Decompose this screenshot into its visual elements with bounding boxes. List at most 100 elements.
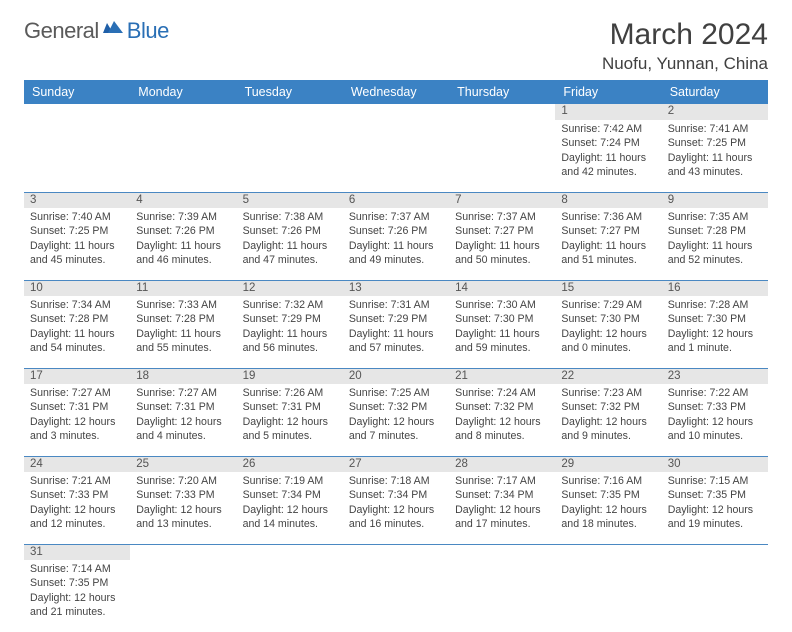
day-daylight: Daylight: 11 hours and 43 minutes. bbox=[668, 151, 762, 180]
day-daylight: Daylight: 12 hours and 17 minutes. bbox=[455, 503, 549, 532]
day-sunset: Sunset: 7:29 PM bbox=[243, 312, 337, 326]
day-number: 4 bbox=[130, 193, 236, 207]
day-number: 30 bbox=[662, 457, 768, 471]
header: General Blue March 2024 Nuofu, Yunnan, C… bbox=[24, 18, 768, 74]
day-sunrise: Sunrise: 7:22 AM bbox=[668, 386, 762, 400]
day-body-cell: Sunrise: 7:37 AMSunset: 7:26 PMDaylight:… bbox=[343, 208, 449, 280]
day-daylight: Daylight: 12 hours and 19 minutes. bbox=[668, 503, 762, 532]
day-body-cell: Sunrise: 7:18 AMSunset: 7:34 PMDaylight:… bbox=[343, 472, 449, 544]
day-number-cell: 19 bbox=[237, 368, 343, 384]
day-body-cell bbox=[449, 120, 555, 192]
day-number-cell: 12 bbox=[237, 280, 343, 296]
day-daylight: Daylight: 12 hours and 10 minutes. bbox=[668, 415, 762, 444]
day-sunrise: Sunrise: 7:37 AM bbox=[455, 210, 549, 224]
day-body-cell: Sunrise: 7:23 AMSunset: 7:32 PMDaylight:… bbox=[555, 384, 661, 456]
day-number: 6 bbox=[343, 193, 449, 207]
day-number-cell: 31 bbox=[24, 544, 130, 560]
day-body-cell: Sunrise: 7:24 AMSunset: 7:32 PMDaylight:… bbox=[449, 384, 555, 456]
day-body-cell: Sunrise: 7:32 AMSunset: 7:29 PMDaylight:… bbox=[237, 296, 343, 368]
calendar-header-row: SundayMondayTuesdayWednesdayThursdayFrid… bbox=[24, 80, 768, 104]
day-body-cell bbox=[449, 560, 555, 632]
day-sunrise: Sunrise: 7:20 AM bbox=[136, 474, 230, 488]
day-sunset: Sunset: 7:30 PM bbox=[561, 312, 655, 326]
day-number-cell: 11 bbox=[130, 280, 236, 296]
day-sunset: Sunset: 7:34 PM bbox=[349, 488, 443, 502]
day-sunset: Sunset: 7:31 PM bbox=[243, 400, 337, 414]
day-number-cell: 3 bbox=[24, 192, 130, 208]
day-daylight: Daylight: 12 hours and 13 minutes. bbox=[136, 503, 230, 532]
day-body-cell: Sunrise: 7:29 AMSunset: 7:30 PMDaylight:… bbox=[555, 296, 661, 368]
day-number: 18 bbox=[130, 369, 236, 383]
weekday-header: Saturday bbox=[662, 80, 768, 104]
day-number-cell: 30 bbox=[662, 456, 768, 472]
day-sunset: Sunset: 7:31 PM bbox=[30, 400, 124, 414]
day-body-cell bbox=[555, 560, 661, 632]
day-number: 14 bbox=[449, 281, 555, 295]
day-daylight: Daylight: 11 hours and 56 minutes. bbox=[243, 327, 337, 356]
day-number-cell: 1 bbox=[555, 104, 661, 120]
day-number-cell: 28 bbox=[449, 456, 555, 472]
page-title: March 2024 bbox=[602, 18, 768, 52]
day-body-cell: Sunrise: 7:41 AMSunset: 7:25 PMDaylight:… bbox=[662, 120, 768, 192]
day-sunrise: Sunrise: 7:35 AM bbox=[668, 210, 762, 224]
day-daylight: Daylight: 12 hours and 8 minutes. bbox=[455, 415, 549, 444]
day-sunrise: Sunrise: 7:29 AM bbox=[561, 298, 655, 312]
day-sunset: Sunset: 7:26 PM bbox=[243, 224, 337, 238]
day-number-cell bbox=[24, 104, 130, 120]
day-sunset: Sunset: 7:33 PM bbox=[136, 488, 230, 502]
day-body-cell: Sunrise: 7:38 AMSunset: 7:26 PMDaylight:… bbox=[237, 208, 343, 280]
day-sunrise: Sunrise: 7:37 AM bbox=[349, 210, 443, 224]
day-body-cell: Sunrise: 7:33 AMSunset: 7:28 PMDaylight:… bbox=[130, 296, 236, 368]
day-body-cell: Sunrise: 7:27 AMSunset: 7:31 PMDaylight:… bbox=[130, 384, 236, 456]
day-sunrise: Sunrise: 7:25 AM bbox=[349, 386, 443, 400]
day-sunrise: Sunrise: 7:27 AM bbox=[136, 386, 230, 400]
day-number-cell: 2 bbox=[662, 104, 768, 120]
day-sunrise: Sunrise: 7:28 AM bbox=[668, 298, 762, 312]
day-body-cell bbox=[237, 560, 343, 632]
day-sunset: Sunset: 7:33 PM bbox=[30, 488, 124, 502]
day-sunset: Sunset: 7:25 PM bbox=[30, 224, 124, 238]
day-daylight: Daylight: 12 hours and 7 minutes. bbox=[349, 415, 443, 444]
day-sunset: Sunset: 7:26 PM bbox=[349, 224, 443, 238]
day-number-cell: 21 bbox=[449, 368, 555, 384]
day-sunrise: Sunrise: 7:19 AM bbox=[243, 474, 337, 488]
day-daylight: Daylight: 11 hours and 57 minutes. bbox=[349, 327, 443, 356]
day-number-cell: 22 bbox=[555, 368, 661, 384]
weekday-header: Tuesday bbox=[237, 80, 343, 104]
day-sunrise: Sunrise: 7:15 AM bbox=[668, 474, 762, 488]
day-number-cell: 29 bbox=[555, 456, 661, 472]
day-body-cell: Sunrise: 7:14 AMSunset: 7:35 PMDaylight:… bbox=[24, 560, 130, 632]
day-number-cell bbox=[237, 104, 343, 120]
day-number-cell: 17 bbox=[24, 368, 130, 384]
day-sunset: Sunset: 7:28 PM bbox=[30, 312, 124, 326]
day-number-cell bbox=[555, 544, 661, 560]
day-sunset: Sunset: 7:35 PM bbox=[30, 576, 124, 590]
day-number-cell: 4 bbox=[130, 192, 236, 208]
day-daylight: Daylight: 11 hours and 47 minutes. bbox=[243, 239, 337, 268]
day-number: 15 bbox=[555, 281, 661, 295]
day-number: 27 bbox=[343, 457, 449, 471]
day-daylight: Daylight: 12 hours and 3 minutes. bbox=[30, 415, 124, 444]
day-sunrise: Sunrise: 7:17 AM bbox=[455, 474, 549, 488]
day-sunrise: Sunrise: 7:14 AM bbox=[30, 562, 124, 576]
day-daylight: Daylight: 11 hours and 54 minutes. bbox=[30, 327, 124, 356]
day-number-cell: 13 bbox=[343, 280, 449, 296]
day-body-cell: Sunrise: 7:26 AMSunset: 7:31 PMDaylight:… bbox=[237, 384, 343, 456]
day-sunset: Sunset: 7:32 PM bbox=[455, 400, 549, 414]
day-daylight: Daylight: 12 hours and 12 minutes. bbox=[30, 503, 124, 532]
day-number: 17 bbox=[24, 369, 130, 383]
day-number-cell: 18 bbox=[130, 368, 236, 384]
day-body-cell bbox=[24, 120, 130, 192]
day-number: 13 bbox=[343, 281, 449, 295]
day-sunset: Sunset: 7:32 PM bbox=[349, 400, 443, 414]
day-sunset: Sunset: 7:25 PM bbox=[668, 136, 762, 150]
day-sunset: Sunset: 7:32 PM bbox=[561, 400, 655, 414]
day-daylight: Daylight: 11 hours and 49 minutes. bbox=[349, 239, 443, 268]
day-number: 31 bbox=[24, 545, 130, 559]
day-sunset: Sunset: 7:28 PM bbox=[668, 224, 762, 238]
day-number-cell bbox=[130, 544, 236, 560]
day-sunset: Sunset: 7:34 PM bbox=[243, 488, 337, 502]
day-number-cell: 5 bbox=[237, 192, 343, 208]
day-daylight: Daylight: 12 hours and 0 minutes. bbox=[561, 327, 655, 356]
day-daylight: Daylight: 11 hours and 52 minutes. bbox=[668, 239, 762, 268]
